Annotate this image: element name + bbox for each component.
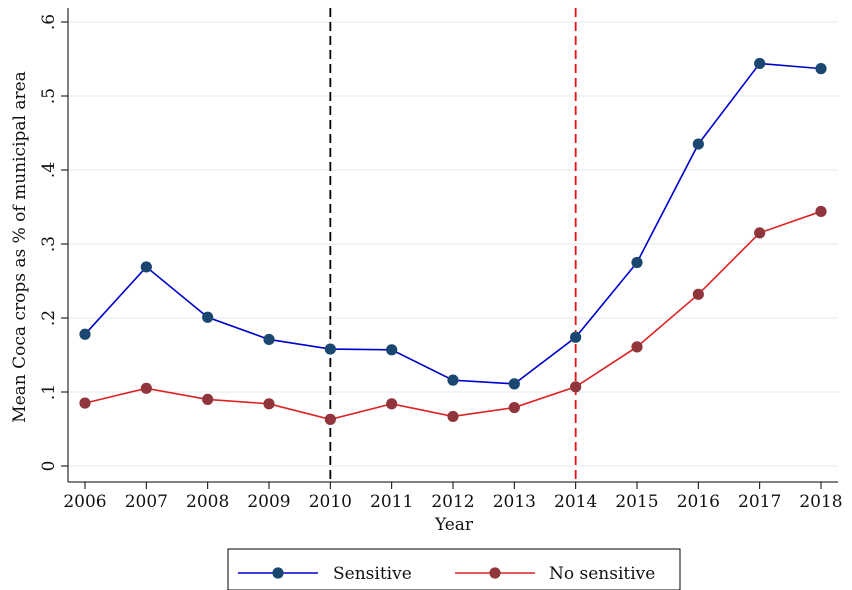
x-tick-label: 2009: [247, 492, 290, 512]
data-point: [202, 393, 214, 405]
data-point: [815, 205, 827, 218]
y-tick-label: .3: [39, 236, 59, 252]
data-point: [815, 63, 827, 75]
x-axis-title: Year: [434, 515, 474, 535]
axes: 0 .1 .2 .3 .4 .5 .6 2006 2007 2008 2009 2010 2011 201…: [39, 8, 843, 512]
x-tick-label: 2006: [63, 492, 106, 512]
x-tick-label: 2016: [677, 492, 720, 512]
x-tick-label: 2008: [186, 492, 229, 512]
x-tick-label: 2014: [554, 492, 597, 512]
y-tick-label: 0: [39, 461, 59, 472]
series-line-2: [84, 210, 822, 421]
x-tick-label: 2018: [799, 492, 842, 512]
data-point: [631, 256, 643, 269]
legend-box: [227, 548, 681, 590]
legend: Sensitive No sensitive: [227, 548, 681, 590]
data-point: [631, 341, 643, 353]
x-tick-label: 2015: [615, 492, 658, 512]
data-point: [263, 333, 275, 346]
x-tick-label: 2012: [431, 492, 474, 512]
data-point: [508, 378, 520, 390]
y-tick-label: .2: [39, 310, 59, 326]
legend-marker-2: [489, 567, 501, 579]
y-axis-title: Mean Coca crops as % of municipal area: [10, 71, 30, 423]
data-point: [79, 328, 91, 340]
series: [79, 57, 827, 425]
data-point: [570, 331, 582, 343]
x-tick-label: 2017: [738, 492, 781, 512]
x-tick-label: 2011: [370, 492, 413, 512]
y-tick-label: .1: [39, 384, 59, 400]
legend-marker-1: [272, 567, 284, 579]
x-tick-label: 2007: [125, 492, 168, 512]
x-tick-label: 2013: [493, 492, 536, 512]
data-point: [508, 401, 520, 414]
y-tick-label: .5: [39, 88, 59, 104]
reference-lines: [329, 8, 577, 482]
y-tick-label: .4: [39, 162, 59, 178]
data-point: [754, 227, 766, 239]
data-point: [324, 413, 336, 425]
data-point: [692, 288, 704, 300]
data-point: [263, 398, 275, 410]
gridlines: [68, 21, 838, 467]
series-line-1: [84, 62, 822, 385]
data-point: [324, 343, 336, 355]
data-point: [140, 261, 152, 273]
data-point: [140, 382, 152, 394]
data-point: [202, 311, 214, 323]
x-tick-label: 2010: [309, 492, 352, 512]
data-point: [79, 397, 91, 409]
legend-label-2: No sensitive: [549, 564, 655, 584]
legend-label-1: Sensitive: [333, 564, 412, 584]
data-point: [570, 381, 582, 393]
data-point: [692, 138, 704, 150]
data-point: [447, 374, 459, 386]
data-point: [754, 57, 766, 70]
data-point: [386, 344, 398, 356]
data-point: [386, 398, 398, 410]
data-point: [447, 410, 459, 423]
y-tick-label: .6: [39, 14, 59, 30]
